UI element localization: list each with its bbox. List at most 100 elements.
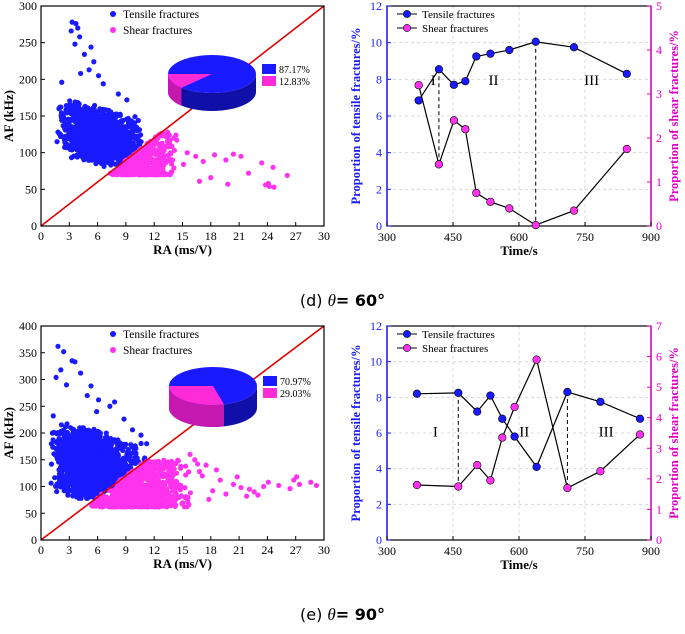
shear-point xyxy=(150,165,156,171)
pie-legend-shear-label: 29.03% xyxy=(280,389,311,400)
shear-point xyxy=(196,468,203,475)
tensile-point xyxy=(107,138,113,144)
d-scatter-xlabel: RA (ms/V) xyxy=(153,242,212,257)
d-scatter-ytick-label: 250 xyxy=(19,36,37,50)
d-scatter-xtick-label: 15 xyxy=(177,229,189,243)
tensile-point xyxy=(60,445,66,451)
tensile-point xyxy=(71,456,77,462)
shear-point xyxy=(159,473,165,479)
tensile-point xyxy=(68,155,75,161)
tensile-point xyxy=(110,121,116,127)
shear-point xyxy=(134,473,140,479)
tensile-point xyxy=(88,121,94,128)
d-line-ytick-label: 12 xyxy=(370,0,382,13)
d-line-ytick-label: 6 xyxy=(376,109,382,123)
d-scatter-ytick-label: 0 xyxy=(31,219,37,233)
shear-point xyxy=(238,484,244,491)
e-line-region-label: III xyxy=(599,425,614,441)
shear-point xyxy=(158,500,164,506)
tensile-point xyxy=(88,44,94,50)
shear-point xyxy=(177,494,183,500)
pie-legend-shear-swatch xyxy=(262,76,276,86)
tensile-point xyxy=(61,137,67,143)
shear-marker xyxy=(414,81,423,90)
shear-point xyxy=(187,451,193,457)
e-line-ytick-label: 2 xyxy=(376,497,382,511)
tensile-point xyxy=(81,130,87,137)
e-scatter-xtick-label: 21 xyxy=(233,543,245,557)
tensile-point xyxy=(69,142,75,148)
shear-marker xyxy=(434,160,444,169)
tensile-marker xyxy=(434,65,444,74)
shear-point xyxy=(142,493,148,499)
pie-side-shear xyxy=(168,74,182,106)
tensile-point xyxy=(100,463,106,469)
pie-legend-tensile-swatch xyxy=(262,64,276,74)
tensile-point xyxy=(75,491,81,497)
d-scatter-xtick-label: 6 xyxy=(95,229,101,243)
tensile-marker xyxy=(486,49,495,58)
tensile-point xyxy=(93,143,99,149)
tensile-point xyxy=(124,450,130,456)
e-scatter-xtick-label: 27 xyxy=(290,543,302,557)
tensile-point xyxy=(61,114,67,121)
d-line-y2tick-label: 2 xyxy=(656,131,662,145)
shear-point xyxy=(145,503,151,509)
tensile-point xyxy=(67,125,73,132)
e-scatter-legend-shear-marker xyxy=(110,347,116,353)
d-line-shear-line xyxy=(418,85,628,226)
shear-point xyxy=(180,161,187,167)
tensile-point xyxy=(58,471,65,477)
shear-point xyxy=(156,494,162,500)
e-scatter-legend-tensile-label: Tensile fractures xyxy=(123,329,200,341)
shear-point xyxy=(174,137,180,143)
shear-marker xyxy=(449,116,458,125)
shear-point xyxy=(150,160,156,166)
d-scatter-points xyxy=(54,19,290,190)
tensile-point xyxy=(61,454,67,460)
shear-marker xyxy=(635,430,645,439)
tensile-point xyxy=(90,437,96,443)
e-scatter-xlabel: RA (ms/V) xyxy=(153,556,212,571)
shear-point xyxy=(168,493,174,499)
tensile-marker xyxy=(635,414,645,423)
tensile-point xyxy=(68,28,74,34)
shear-point xyxy=(165,152,171,158)
tensile-point xyxy=(115,91,121,97)
tensile-point xyxy=(102,135,108,141)
tensile-point xyxy=(84,144,91,150)
tensile-point xyxy=(115,129,121,135)
e-scatter-xtick-label: 3 xyxy=(66,543,72,557)
d-scatter-xtick-label: 12 xyxy=(148,229,160,243)
shear-point xyxy=(142,162,149,168)
shear-point xyxy=(230,151,237,157)
e-scatter-xtick-label: 30 xyxy=(318,543,330,557)
d-scatter-ytick-label: 300 xyxy=(19,0,37,13)
tensile-point xyxy=(128,442,134,448)
tensile-point xyxy=(74,116,80,122)
tensile-point xyxy=(89,450,95,456)
shear-point xyxy=(244,493,250,499)
shear-point xyxy=(161,131,167,137)
pie-side-tensile xyxy=(168,74,256,111)
tensile-point xyxy=(138,432,144,438)
shear-point xyxy=(185,494,191,501)
tensile-point xyxy=(88,494,94,500)
tensile-marker xyxy=(412,389,422,398)
shear-point xyxy=(142,157,148,163)
tensile-point xyxy=(54,139,60,145)
shear-point xyxy=(162,143,169,149)
shear-point xyxy=(122,172,128,178)
d-line-xtick-label: 600 xyxy=(510,230,528,244)
e-scatter-ylabel: AF (kHz) xyxy=(1,407,16,459)
tensile-point xyxy=(85,434,91,440)
tensile-point xyxy=(56,459,62,465)
shear-point xyxy=(171,165,177,171)
shear-marker xyxy=(622,144,631,154)
tensile-point xyxy=(91,442,97,448)
tensile-point xyxy=(94,465,100,471)
e-scatter-points xyxy=(48,343,320,510)
shear-point xyxy=(234,474,240,480)
tensile-point xyxy=(65,489,71,496)
tensile-marker xyxy=(498,414,507,423)
